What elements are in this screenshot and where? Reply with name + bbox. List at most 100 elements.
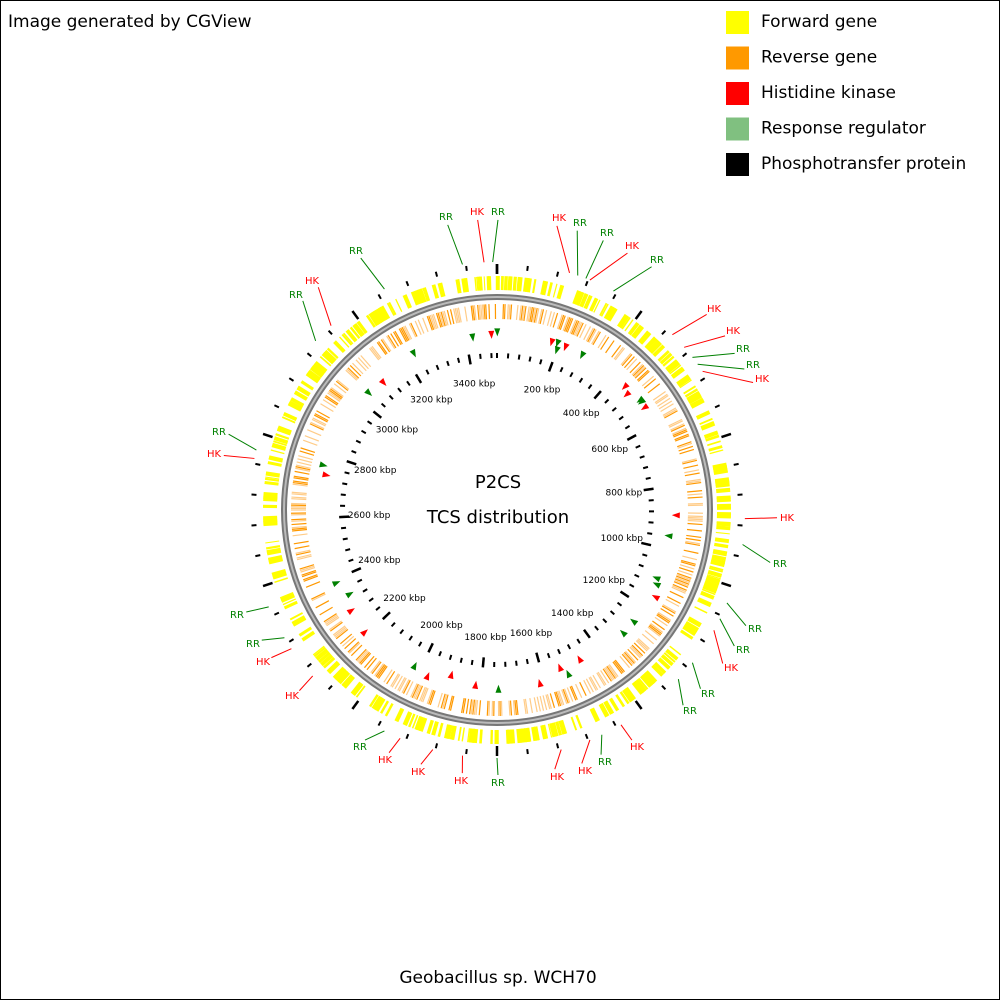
reverse-gene	[346, 368, 359, 380]
reverse-gene	[579, 324, 587, 339]
forward-gene	[455, 279, 461, 294]
ruler-tick	[629, 583, 635, 588]
forward-gene	[535, 726, 540, 741]
feature-marker	[652, 582, 662, 589]
feature-label: HK	[552, 213, 567, 224]
reverse-gene	[515, 699, 519, 715]
forward-gene	[701, 588, 716, 596]
forward-gene	[615, 694, 626, 708]
forward-gene	[333, 340, 345, 354]
reverse-gene	[429, 314, 436, 330]
reverse-gene	[559, 315, 566, 330]
forward-gene	[469, 728, 475, 743]
ruler-tick	[634, 573, 640, 578]
forward-gene	[335, 340, 346, 352]
forward-gene	[712, 462, 727, 469]
ruler-tick	[368, 597, 374, 602]
forward-gene	[273, 440, 287, 447]
reverse-gene	[588, 677, 597, 691]
reverse-gene	[606, 665, 616, 679]
reverse-gene	[443, 310, 449, 326]
forward-gene	[322, 657, 336, 669]
forward-gene	[716, 496, 731, 502]
ruler-tick	[639, 455, 645, 459]
forward-gene	[268, 455, 284, 463]
reverse-gene	[533, 697, 538, 713]
reverse-gene	[561, 689, 568, 705]
forward-gene	[271, 442, 287, 451]
forward-gene	[551, 722, 559, 737]
ruler-tick	[525, 658, 529, 665]
reverse-gene	[360, 355, 372, 368]
ruler-tick	[361, 429, 367, 435]
reverse-gene	[652, 391, 666, 401]
feature-leader	[492, 219, 499, 263]
forward-gene	[263, 517, 278, 521]
outer-tick	[526, 748, 529, 755]
reverse-gene	[680, 561, 696, 567]
reverse-gene	[398, 328, 407, 343]
reverse-gene	[339, 633, 353, 645]
reverse-gene	[428, 690, 435, 705]
ruler-tick	[356, 578, 363, 583]
forward-gene	[588, 297, 599, 312]
reverse-gene	[614, 659, 626, 673]
feature-marker	[577, 655, 585, 664]
ruler-major-tick	[346, 459, 357, 466]
forward-gene	[624, 319, 634, 332]
reverse-gene	[375, 664, 386, 678]
forward-gene	[599, 302, 608, 316]
reverse-gene	[297, 458, 313, 464]
forward-gene	[709, 449, 724, 455]
reverse-gene	[292, 533, 308, 537]
reverse-gene	[539, 309, 545, 325]
feature-marker	[469, 333, 476, 342]
ruler-tick	[618, 415, 624, 421]
forward-gene	[296, 386, 311, 397]
feature-label: HK	[285, 691, 300, 702]
reverse-gene	[302, 439, 318, 446]
reverse-gene	[470, 305, 474, 321]
ruler-tick	[594, 625, 599, 631]
reverse-gene	[370, 660, 381, 674]
reverse-gene	[419, 686, 426, 702]
forward-gene	[468, 728, 473, 743]
outer-tick	[555, 743, 560, 749]
forward-gene	[697, 597, 712, 607]
feature-marker	[558, 663, 565, 673]
organism: Geobacillus sp. WCH70	[399, 968, 596, 988]
reverse-gene	[674, 435, 690, 442]
outer-tick	[721, 581, 732, 588]
forward-gene	[593, 299, 601, 313]
ruler-tick	[408, 635, 413, 641]
reverse-gene	[449, 695, 455, 711]
forward-gene	[676, 374, 690, 385]
forward-gene	[473, 728, 479, 744]
reverse-gene	[681, 458, 697, 464]
forward-gene	[431, 721, 437, 735]
feature-leader	[742, 544, 771, 563]
reverse-gene	[566, 318, 574, 333]
forward-gene	[298, 385, 311, 395]
forward-gene	[669, 645, 682, 656]
forward-gene	[549, 723, 555, 738]
forward-gene	[396, 708, 405, 723]
reverse-gene	[558, 690, 565, 706]
ruler-tick	[611, 407, 617, 412]
reverse-gene	[657, 397, 671, 407]
reverse-gene	[545, 694, 551, 710]
forward-gene	[600, 702, 610, 717]
forward-gene	[715, 482, 730, 488]
reverse-gene	[608, 664, 619, 678]
forward-gene	[558, 720, 566, 735]
reverse-gene	[304, 435, 320, 442]
reverse-gene	[383, 669, 393, 683]
ruler-tick	[604, 398, 610, 404]
reverse-gene	[327, 392, 341, 402]
forward-gene	[713, 548, 728, 553]
forward-gene	[652, 344, 666, 358]
reverse-gene	[291, 525, 307, 529]
forward-gene	[678, 377, 692, 388]
forward-gene	[386, 302, 395, 316]
reverse-gene	[315, 600, 330, 609]
